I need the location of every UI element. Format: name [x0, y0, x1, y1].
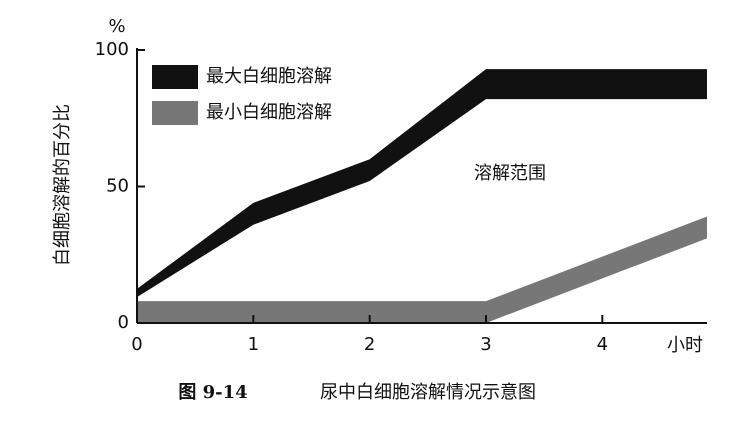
legend-swatch — [152, 101, 198, 125]
x-tick-label: 4 — [597, 334, 608, 355]
y-unit: % — [108, 16, 125, 37]
x-unit: 小时 — [667, 335, 703, 356]
y-tick-label: 100 — [95, 39, 129, 60]
x-tick-label: 2 — [364, 334, 375, 355]
legend-swatch — [152, 65, 198, 89]
band — [137, 216, 707, 323]
annotation: 溶解范围 — [474, 163, 546, 184]
y-axis-label: 白细胞溶解的百分比 — [52, 104, 73, 266]
x-tick-label: 0 — [131, 334, 142, 355]
caption: 尿中白细胞溶解情况示意图 — [320, 382, 536, 403]
y-tick-label: 0 — [118, 312, 129, 333]
band — [137, 69, 707, 298]
x-tick-label: 1 — [248, 334, 259, 355]
legend-label: 最小白细胞溶解 — [206, 102, 332, 123]
x-tick-label: 3 — [480, 334, 491, 355]
legend-label: 最大白细胞溶解 — [206, 66, 332, 87]
y-tick-label: 50 — [106, 176, 129, 197]
caption-number: 图 9-14 — [178, 382, 247, 403]
